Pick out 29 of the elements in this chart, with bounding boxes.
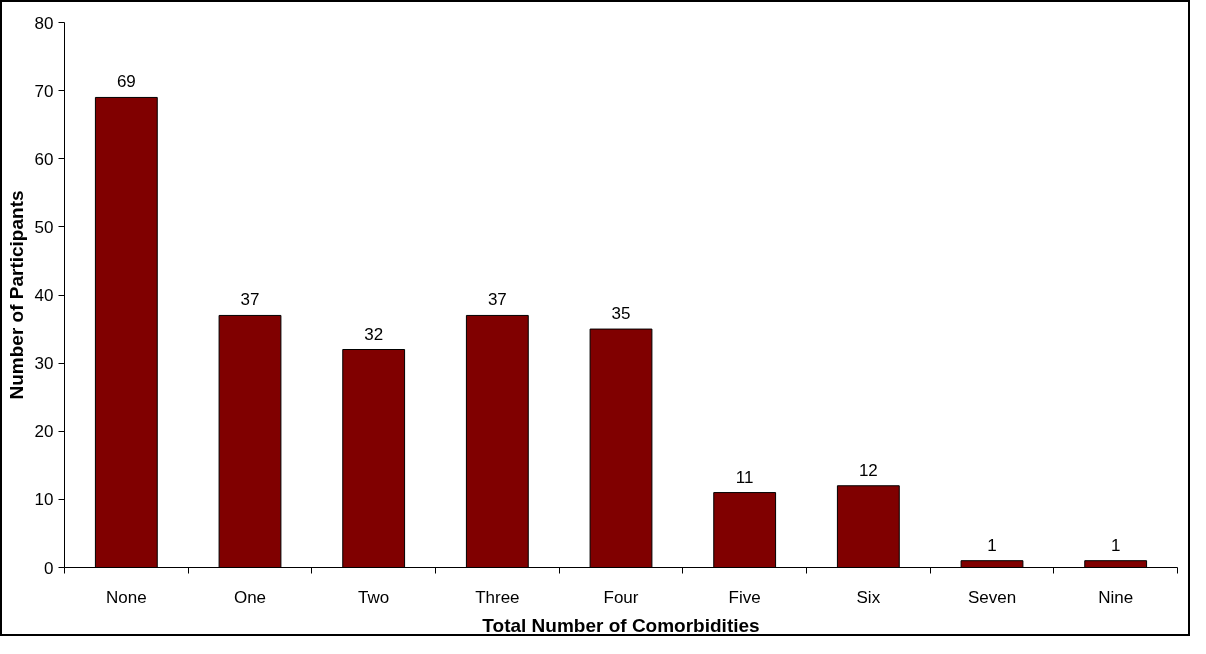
- data-label: 35: [611, 304, 631, 324]
- data-label: 37: [240, 290, 260, 310]
- y-tick-label: 80: [34, 13, 54, 33]
- y-axis-title: Number of Participants: [5, 190, 27, 400]
- y-tick-label: 30: [34, 354, 54, 374]
- x-tick-label: Six: [856, 587, 881, 607]
- data-label: 1: [987, 535, 997, 555]
- y-tick-label: 70: [34, 81, 54, 101]
- x-axis-title: Total Number of Comorbidities: [482, 614, 760, 636]
- x-tick-label: Nine: [1098, 587, 1134, 607]
- y-tick-label: 10: [34, 490, 54, 510]
- data-label: 1: [1110, 535, 1121, 555]
- x-tick-label: Two: [358, 587, 390, 607]
- y-tick-label: 0: [44, 558, 54, 578]
- y-tick-label: 50: [34, 217, 54, 237]
- data-label: 12: [858, 460, 878, 480]
- x-tick-label: None: [106, 587, 147, 607]
- data-label: 69: [116, 72, 136, 92]
- x-tick-label: Three: [475, 587, 520, 607]
- data-label: 37: [487, 290, 507, 310]
- x-tick-label: Five: [728, 587, 761, 607]
- x-tick-label: One: [233, 587, 267, 607]
- y-tick-label: 60: [34, 149, 54, 169]
- data-label: 32: [364, 324, 384, 344]
- x-tick-label: Seven: [967, 587, 1017, 607]
- y-tick-label: 20: [34, 422, 54, 442]
- x-tick-label: Four: [603, 587, 639, 607]
- y-tick-label: 40: [34, 286, 54, 305]
- data-label: 11: [735, 467, 754, 487]
